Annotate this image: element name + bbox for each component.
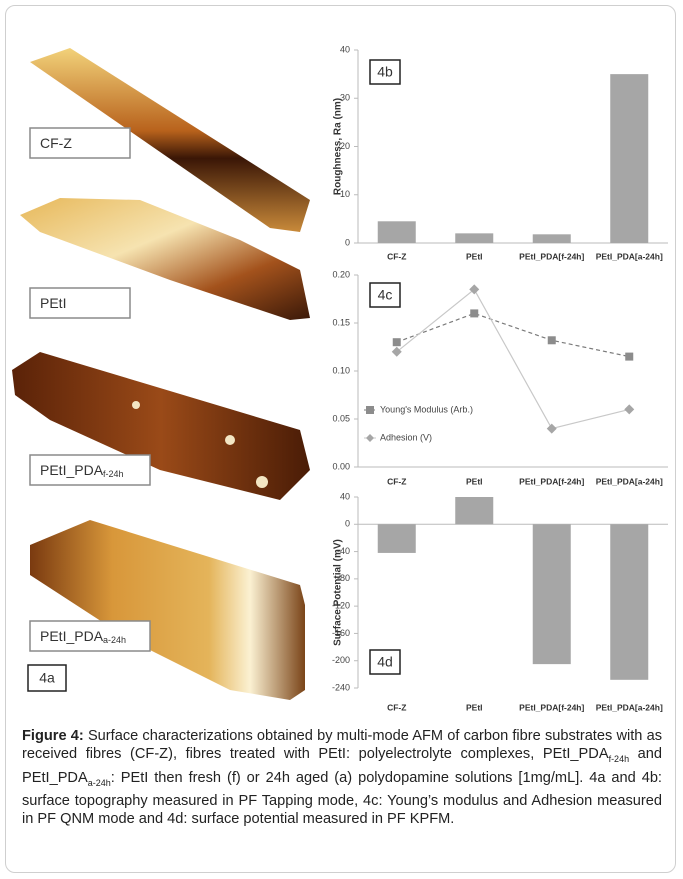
y-tick-label: 0.00 <box>332 461 350 471</box>
afm-label-sub: f-24h <box>103 469 124 479</box>
afm-label-text: PEtI_PDA <box>40 462 104 478</box>
x-tick-label: PEtI_PDA[f-24h] <box>519 251 584 261</box>
panel-tag: 4b <box>377 64 393 80</box>
y-axis-label: Surface Potential (mV) <box>333 539 344 646</box>
figure: CF-ZPEtIPEtI_PDAf-24hPEtI_PDAa-24h4a0102… <box>0 0 683 720</box>
afm-label-sub: a-24h <box>103 635 126 645</box>
point <box>624 404 634 414</box>
x-tick-label: CF-Z <box>387 476 406 486</box>
panel-tag: 4d <box>377 654 393 670</box>
x-tick-label: PEtI <box>466 251 483 261</box>
caption-text: Surface characterizations obtained by mu… <box>22 728 662 762</box>
legend-marker <box>366 406 374 414</box>
caption-subscript: f-24h <box>609 754 630 764</box>
afm-label-text: PEtI <box>40 295 66 311</box>
legend-label: Young's Modulus (Arb.) <box>380 404 473 414</box>
bar <box>378 524 416 553</box>
x-tick-label: PEtI_PDA[a-24h] <box>596 702 663 712</box>
bar <box>610 74 648 243</box>
x-tick-label: CF-Z <box>387 251 406 261</box>
bar <box>610 524 648 680</box>
legend-label: Adhesion (V) <box>380 432 432 442</box>
page: {"chart_data": [ {"type": "bar", "panel_… <box>0 0 683 879</box>
afm-image <box>30 520 305 700</box>
caption: Figure 4: Surface characterizations obta… <box>22 727 662 829</box>
afm-peak <box>225 435 235 445</box>
bar <box>378 221 416 243</box>
x-tick-label: PEtI <box>466 702 483 712</box>
series-line <box>397 313 630 356</box>
y-tick-label: 0.05 <box>332 413 350 423</box>
panel-tag: 4a <box>39 670 55 686</box>
y-tick-label: 0 <box>345 237 350 247</box>
y-tick-label: 0 <box>345 519 350 529</box>
y-tick-label: -240 <box>332 682 350 692</box>
caption-label: Figure 4: <box>22 728 84 744</box>
caption-subscript: a-24h <box>88 778 111 788</box>
bar <box>455 497 493 524</box>
point <box>625 353 633 361</box>
x-tick-label: PEtI <box>466 476 483 486</box>
x-tick-label: CF-Z <box>387 702 406 712</box>
bar <box>533 524 571 664</box>
afm-label: CF-Z <box>40 135 72 151</box>
y-tick-label: 0.15 <box>332 317 350 327</box>
afm-label-text: CF-Z <box>40 135 72 151</box>
afm-peak <box>256 476 268 488</box>
caption-text: : PEtI then fresh (f) or 24h aged (a) po… <box>22 770 662 828</box>
y-tick-label: 40 <box>340 44 350 54</box>
point <box>547 424 557 434</box>
afm-label-text: PEtI_PDA <box>40 628 104 644</box>
panel-tag: 4c <box>378 287 393 303</box>
afm-label: PEtI <box>40 295 66 311</box>
y-tick-label: -200 <box>332 655 350 665</box>
x-tick-label: PEtI_PDA[f-24h] <box>519 476 584 486</box>
afm-peak <box>132 401 140 409</box>
y-tick-label: 0.20 <box>332 269 350 279</box>
bar <box>455 233 493 243</box>
point <box>548 336 556 344</box>
x-tick-label: PEtI_PDA[a-24h] <box>596 251 663 261</box>
bar <box>533 234 571 243</box>
legend-marker <box>366 434 374 442</box>
x-tick-label: PEtI_PDA[a-24h] <box>596 476 663 486</box>
point <box>470 309 478 317</box>
x-tick-label: PEtI_PDA[f-24h] <box>519 702 584 712</box>
y-tick-label: 40 <box>340 491 350 501</box>
y-axis-label: Roughness, Ra (nm) <box>333 98 344 195</box>
point <box>393 338 401 346</box>
y-tick-label: 0.10 <box>332 365 350 375</box>
